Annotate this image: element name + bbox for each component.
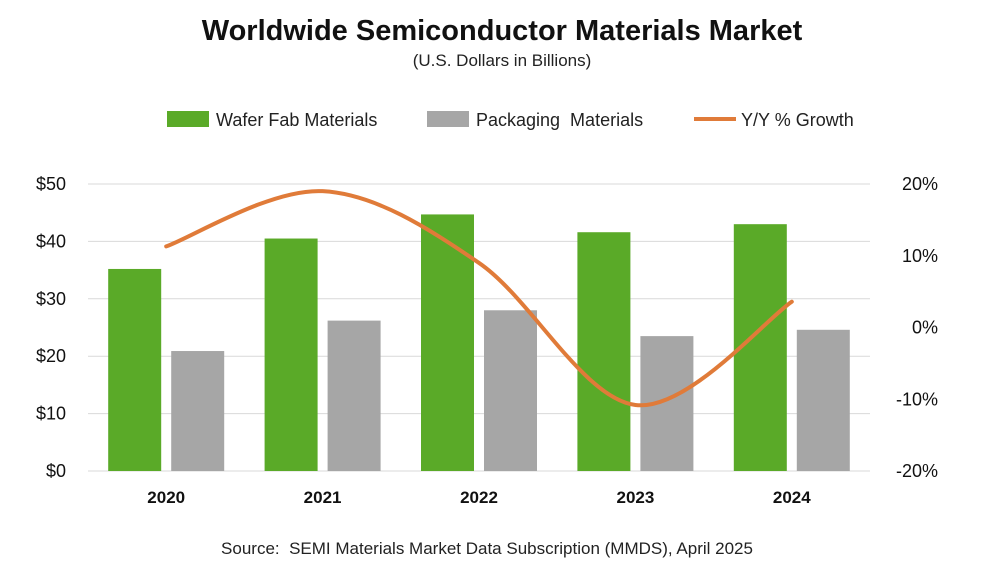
legend-label-wafer-fab: Wafer Fab Materials (216, 110, 377, 130)
left-tick-label: $30 (36, 289, 66, 309)
right-tick-label: 20% (902, 174, 938, 194)
right-tick-label: -10% (896, 389, 938, 409)
bar-wafer-fab-materials-2021 (264, 238, 318, 471)
left-tick-label: $50 (36, 174, 66, 194)
legend-label-packaging: Packaging Materials (476, 110, 643, 130)
legend-swatch-wafer-fab (167, 111, 209, 127)
right-tick-label: -20% (896, 461, 938, 481)
left-tick-label: $40 (36, 231, 66, 251)
bar-wafer-fab-materials-2022 (421, 214, 474, 471)
source-note: Source: SEMI Materials Market Data Subsc… (221, 539, 753, 558)
bar-packaging-materials-2022 (484, 310, 537, 471)
category-label: 2021 (304, 488, 342, 507)
left-axis-ticks: $0 $10 $20 $30 $40 $50 (36, 174, 66, 481)
legend-label-growth: Y/Y % Growth (741, 110, 854, 130)
bar-packaging-materials-2021 (327, 320, 381, 471)
bar-packaging-materials-2024 (796, 329, 850, 471)
bars (108, 214, 850, 471)
legend-swatch-packaging (427, 111, 469, 127)
bar-wafer-fab-materials-2020 (108, 268, 162, 471)
chart-title: Worldwide Semiconductor Materials Market (202, 15, 803, 47)
bar-packaging-materials-2020 (171, 351, 225, 471)
chart-subtitle: (U.S. Dollars in Billions) (413, 51, 592, 70)
category-labels: 2020 2021 2022 2023 2024 (147, 488, 811, 507)
right-axis-ticks: -20% -10% 0% 10% 20% (896, 174, 938, 481)
category-label: 2024 (773, 488, 811, 507)
category-label: 2020 (147, 488, 185, 507)
left-tick-label: $0 (46, 461, 66, 481)
right-tick-label: 0% (912, 318, 938, 338)
growth-line (164, 189, 794, 408)
category-label: 2022 (460, 488, 498, 507)
left-tick-label: $10 (36, 404, 66, 424)
right-tick-label: 10% (902, 246, 938, 266)
left-tick-label: $20 (36, 346, 66, 366)
growth-line-layer (164, 189, 794, 408)
bar-wafer-fab-materials-2023 (577, 232, 631, 471)
legend: Wafer Fab Materials Packaging Materials … (167, 110, 854, 130)
category-label: 2023 (616, 488, 654, 507)
